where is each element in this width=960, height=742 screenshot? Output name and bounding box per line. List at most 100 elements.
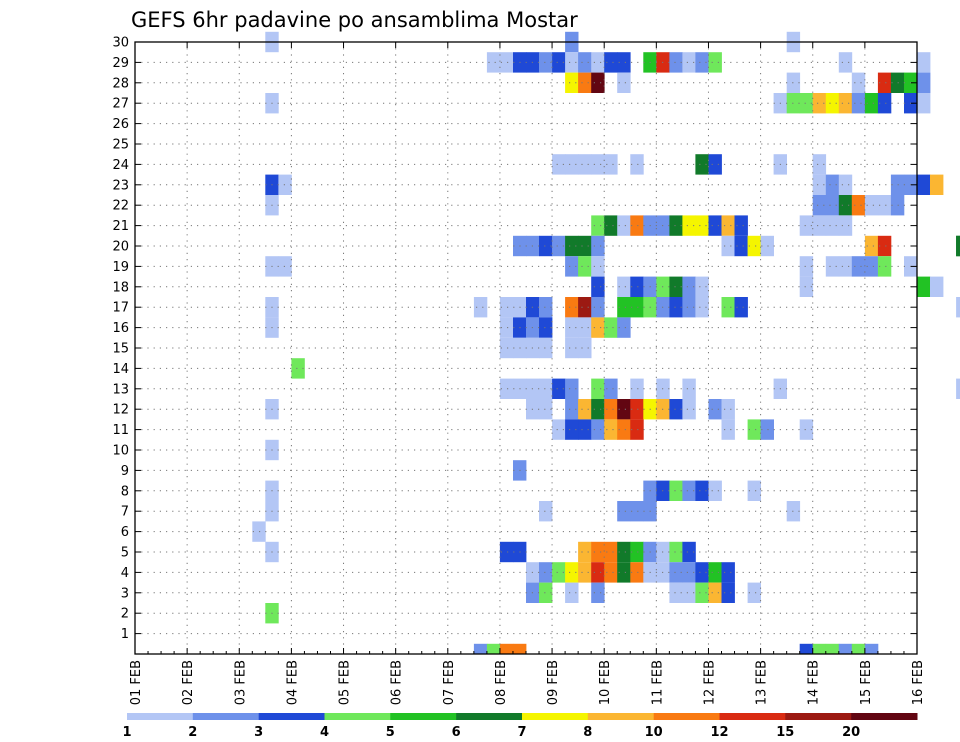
heatmap-cell	[682, 215, 696, 236]
heatmap-cell	[734, 215, 748, 236]
y-tick-label: 18	[112, 280, 129, 295]
y-tick-label: 24	[112, 158, 129, 173]
y-tick-label: 16	[112, 321, 129, 336]
heatmap-cell	[812, 643, 827, 654]
heatmap-cell	[682, 480, 696, 501]
heatmap-cell	[695, 52, 709, 73]
heatmap-cell	[956, 297, 960, 318]
heatmap-cell	[552, 52, 566, 73]
heatmap-cell	[591, 562, 605, 583]
y-tick-label: 14	[112, 362, 129, 377]
heatmap-cell	[930, 174, 944, 195]
x-tick-label: 15 FEB	[859, 660, 874, 705]
heatmap-cell	[591, 276, 605, 297]
heatmap-cell	[617, 419, 631, 440]
heatmap-cell	[682, 399, 696, 420]
heatmap-cell	[799, 215, 814, 236]
colorbar-label: 8	[583, 725, 592, 740]
colorbar-segment	[522, 713, 589, 720]
heatmap-cell	[669, 582, 683, 603]
heatmap-cell	[721, 419, 735, 440]
y-tick-label: 22	[112, 199, 129, 214]
heatmap-cell	[747, 235, 761, 257]
heatmap-cell	[917, 93, 931, 114]
heatmap-cell	[864, 256, 879, 277]
heatmap-cell	[721, 235, 735, 257]
heatmap-cell	[578, 399, 592, 420]
heatmap-cell	[682, 378, 696, 399]
heatmap-cell	[565, 256, 579, 277]
heatmap-cell	[565, 297, 579, 318]
heatmap-cell	[760, 419, 774, 440]
colorbar-label: 3	[254, 725, 263, 740]
heatmap-cell	[604, 154, 618, 175]
y-tick-label: 27	[112, 97, 129, 112]
heatmap-cell	[539, 297, 553, 318]
colorbar-segment	[653, 713, 720, 720]
heatmap-cell	[682, 276, 696, 297]
heatmap-cell	[812, 195, 827, 216]
colorbar-label: 7	[517, 725, 526, 740]
heatmap-cell	[617, 215, 631, 236]
heatmap-cell	[877, 235, 892, 257]
colorbar-label: 10	[645, 725, 663, 740]
heatmap-cell	[917, 174, 931, 195]
heatmap-cell	[838, 52, 853, 73]
colorbar-label: 12	[710, 725, 728, 740]
heatmap-cell	[591, 582, 605, 603]
heatmap-cell	[695, 276, 709, 297]
heatmap-cell	[539, 399, 553, 420]
heatmap-cell	[747, 480, 761, 501]
heatmap-cell	[591, 399, 605, 420]
heatmap-cell	[825, 643, 840, 654]
heatmap-cell	[708, 52, 722, 73]
heatmap-cell	[695, 582, 709, 603]
heatmap-cell	[552, 235, 566, 257]
colorbar-label: 1	[122, 725, 131, 740]
heatmap-cell	[851, 195, 866, 216]
colorbar-label: 15	[776, 725, 794, 740]
heatmap-cell	[591, 256, 605, 277]
heatmap-cell	[539, 52, 553, 73]
heatmap-cell	[708, 154, 722, 175]
heatmap-cell	[812, 215, 827, 236]
heatmap-cell	[721, 562, 735, 583]
heatmap-cell	[630, 501, 644, 522]
heatmap-cell	[591, 541, 605, 563]
heatmap-cell	[578, 541, 592, 563]
heatmap-cell	[565, 582, 579, 603]
heatmap-cell	[513, 643, 527, 654]
heatmap-cell	[591, 378, 605, 399]
heatmap-cell	[499, 643, 514, 654]
heatmap-cell	[591, 154, 605, 175]
y-tick-label: 7	[121, 505, 129, 520]
heatmap-cell	[604, 317, 618, 338]
heatmap-cell	[630, 378, 644, 399]
heatmap-cell	[591, 297, 605, 318]
heatmap-cell	[669, 562, 683, 583]
heatmap-cell	[917, 52, 931, 73]
heatmap-cell	[682, 582, 696, 603]
heatmap-cell	[851, 256, 866, 277]
heatmap-cell	[708, 562, 722, 583]
heatmap-cell	[630, 399, 644, 420]
heatmap-cell	[825, 195, 840, 216]
heatmap-cell	[539, 337, 553, 359]
heatmap-cell	[565, 235, 579, 257]
heatmap-cell	[539, 582, 553, 603]
y-tick-label: 5	[121, 546, 129, 561]
heatmap-cell	[877, 256, 892, 277]
heatmap-cell	[604, 419, 618, 440]
heatmap-cell	[877, 93, 892, 114]
heatmap-cell	[604, 562, 618, 583]
colorbar-segment	[324, 713, 391, 720]
heatmap-cell	[486, 643, 501, 654]
heatmap-cell	[695, 480, 709, 501]
colorbar-segment	[587, 713, 655, 720]
heatmap-cell	[721, 215, 735, 236]
colorbar-label: 5	[386, 725, 395, 740]
heatmap-cell	[539, 378, 553, 399]
heatmap-cell	[917, 276, 931, 297]
heatmap-cell	[877, 195, 892, 216]
